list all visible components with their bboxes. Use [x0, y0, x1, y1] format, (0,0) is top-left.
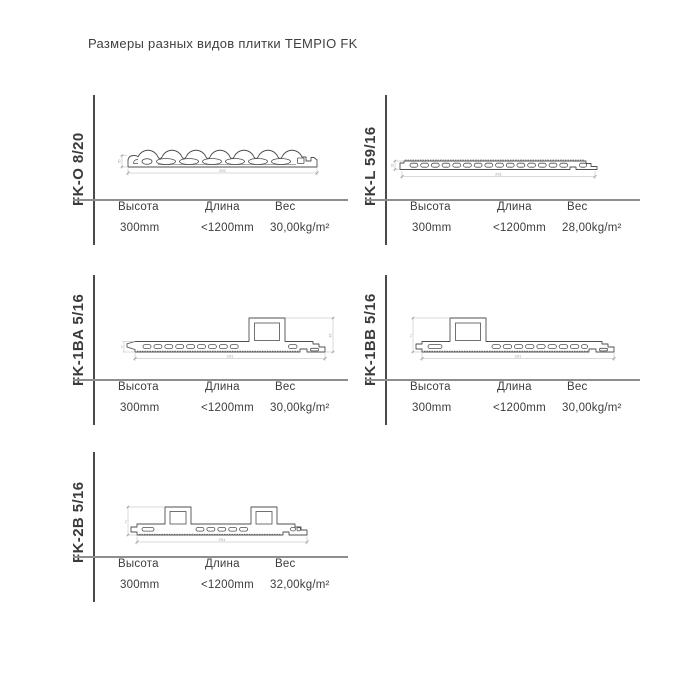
col-header-height: Высота [118, 558, 159, 570]
dim-height-label: 16 [390, 164, 394, 168]
col-header-weight: Вес [567, 381, 588, 393]
col-header-weight: Вес [275, 381, 296, 393]
section-fk-o-8-20: FK-O 8/20 292 20 [60, 95, 352, 250]
section-label: FK-1BB 5/16 [362, 293, 379, 386]
section-vertical-rule [385, 95, 387, 245]
section-fk-1ba-5-16: FK-1BA 5/16 45 16 [60, 275, 352, 430]
col-header-length: Длина [205, 558, 240, 570]
section-vertical-rule [93, 95, 95, 245]
profile-drawing-fk-1ba-5-16: 45 16 291 [121, 316, 335, 361]
section-label: FK-L 59/16 [362, 126, 379, 206]
value-height: 300mm [120, 222, 160, 234]
profile-drawing-fk-l-59-16: 291 16 [390, 159, 598, 179]
col-header-weight: Вес [275, 558, 296, 570]
value-length: <1200mm [493, 402, 546, 414]
value-length: <1200mm [201, 222, 254, 234]
dim-height-label: 41 [125, 520, 128, 524]
col-header-length: Длина [205, 201, 240, 213]
value-height: 300mm [120, 402, 160, 414]
section-vertical-rule [93, 275, 95, 425]
value-weight: 30,00kg/m² [270, 222, 330, 234]
col-header-length: Длина [497, 201, 532, 213]
section-label: FK-O 8/20 [70, 132, 87, 206]
table-separator-line [73, 556, 348, 558]
profile-drawing-fk-1bb-5-16: 41 291 [410, 316, 616, 361]
table-separator-line [365, 379, 640, 381]
dim-height-label: 20 [117, 159, 121, 163]
section-label: FK-2B 5/16 [70, 481, 87, 563]
col-header-length: Длина [497, 381, 532, 393]
dim-width-label: 291 [515, 353, 522, 358]
col-header-length: Длина [205, 381, 240, 393]
section-label: FK-1BA 5/16 [70, 293, 87, 386]
value-length: <1200mm [201, 402, 254, 414]
section-fk-1bb-5-16: FK-1BB 5/16 41 [352, 275, 644, 430]
table-separator-line [73, 199, 348, 201]
value-weight: 30,00kg/m² [562, 402, 622, 414]
profile-drawing-fk-2b-5-16: 41 291 [125, 505, 309, 545]
col-header-weight: Вес [275, 201, 296, 213]
value-height: 300mm [412, 402, 452, 414]
dim-height-label: 16 [121, 345, 124, 349]
dim-width-label: 292 [219, 168, 226, 173]
col-header-height: Высота [118, 201, 159, 213]
value-weight: 28,00kg/m² [562, 222, 622, 234]
value-weight: 30,00kg/m² [270, 402, 330, 414]
section-fk-l-59-16: FK-L 59/16 291 [352, 95, 644, 250]
section-fk-2b-5-16: FK-2B 5/16 41 291 [60, 452, 352, 607]
value-length: <1200mm [493, 222, 546, 234]
profile-drawing-fk-o-8-20: 292 20 [117, 149, 319, 176]
table-separator-line [73, 379, 348, 381]
dim-height-label: 41 [410, 334, 413, 338]
col-header-height: Высота [410, 381, 451, 393]
value-height: 300mm [412, 222, 452, 234]
value-height: 300mm [120, 579, 160, 591]
page-title: Размеры разных видов плитки TEMPIO FK [88, 36, 358, 51]
dim-width-label: 291 [227, 353, 234, 358]
table-separator-line [365, 199, 640, 201]
value-weight: 32,00kg/m² [270, 579, 330, 591]
section-vertical-rule [385, 275, 387, 425]
dim-width-label: 291 [219, 537, 226, 542]
dim-box-height-label: 45 [329, 334, 333, 338]
dim-width-label: 291 [495, 171, 502, 176]
col-header-height: Высота [410, 201, 451, 213]
section-vertical-rule [93, 452, 95, 602]
value-length: <1200mm [201, 579, 254, 591]
col-header-weight: Вес [567, 201, 588, 213]
col-header-height: Высота [118, 381, 159, 393]
